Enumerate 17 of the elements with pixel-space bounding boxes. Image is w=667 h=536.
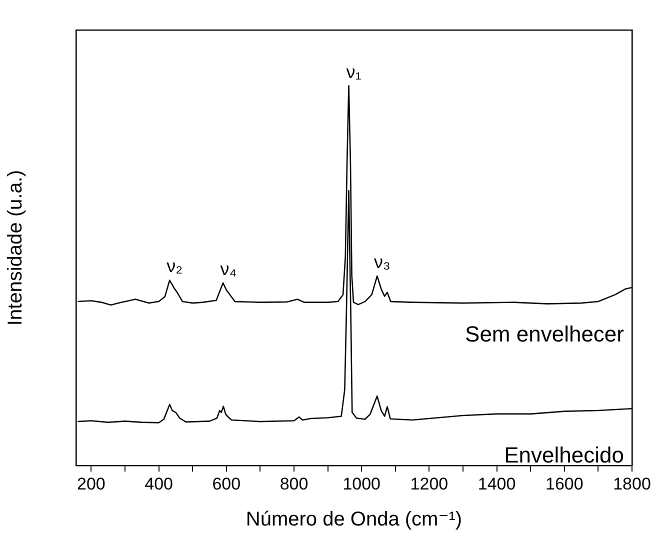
x-tick-label: 1600 xyxy=(545,474,584,494)
annotation: ν₃ xyxy=(374,252,390,272)
x-tick-label: 1800 xyxy=(613,474,651,494)
series-label: Envelhecido xyxy=(504,442,624,468)
x-tick-label: 1400 xyxy=(478,474,516,494)
annotation: ν₄ xyxy=(220,258,237,279)
y-axis-title: Intensidade (u.a.) xyxy=(4,170,27,326)
x-tick-label: 600 xyxy=(212,474,241,494)
x-tick-label: 400 xyxy=(144,474,173,494)
x-axis-title: Número de Onda (cm⁻¹) xyxy=(246,508,462,531)
x-tick-label: 1200 xyxy=(410,474,448,494)
annotation: ν₁ xyxy=(346,62,362,82)
series-label: Sem envelhecer xyxy=(465,322,624,347)
x-tick-label: 200 xyxy=(77,474,106,494)
x-tick-label: 800 xyxy=(280,474,308,494)
x-tick-label: 1000 xyxy=(342,474,381,494)
annotation: ν₂ xyxy=(166,256,183,276)
